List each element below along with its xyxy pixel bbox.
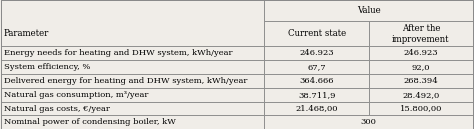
Text: 364.666: 364.666 <box>300 77 334 85</box>
Bar <box>264 102 369 115</box>
Text: 268.394: 268.394 <box>403 77 438 85</box>
Text: 246.923: 246.923 <box>299 49 334 57</box>
Text: Current state: Current state <box>288 29 346 38</box>
Bar <box>369 115 473 129</box>
Bar <box>264 60 369 74</box>
Text: Parameter: Parameter <box>4 29 49 38</box>
Text: Nominal power of condensing boiler, kW: Nominal power of condensing boiler, kW <box>4 118 176 126</box>
Bar <box>264 115 473 129</box>
Bar <box>264 0 473 21</box>
Text: 38.711,9: 38.711,9 <box>298 91 336 99</box>
Bar <box>1 102 264 115</box>
Text: 92,0: 92,0 <box>411 63 430 71</box>
Text: 246.923: 246.923 <box>403 49 438 57</box>
Bar <box>369 21 473 46</box>
Bar <box>369 60 473 74</box>
Bar <box>264 115 369 129</box>
Bar <box>264 74 369 88</box>
Bar <box>1 0 264 46</box>
Text: Natural gas costs, €/year: Natural gas costs, €/year <box>4 104 109 113</box>
Bar <box>264 21 369 46</box>
Bar <box>1 46 264 60</box>
Bar <box>369 46 473 60</box>
Bar <box>369 102 473 115</box>
Text: Energy needs for heating and DHW system, kWh/year: Energy needs for heating and DHW system,… <box>4 49 232 57</box>
Bar <box>1 88 264 102</box>
Text: 21.468,00: 21.468,00 <box>295 104 338 113</box>
Text: 15.800,00: 15.800,00 <box>400 104 442 113</box>
Bar <box>1 60 264 74</box>
Text: 300: 300 <box>361 118 377 126</box>
Text: 67,7: 67,7 <box>307 63 326 71</box>
Bar <box>369 88 473 102</box>
Text: Delivered energy for heating and DHW system, kWh/year: Delivered energy for heating and DHW sys… <box>4 77 247 85</box>
Text: After the
improvement: After the improvement <box>392 24 450 44</box>
Text: System efficiency, %: System efficiency, % <box>4 63 90 71</box>
Bar <box>369 74 473 88</box>
Bar <box>264 88 369 102</box>
Bar <box>264 46 369 60</box>
Text: Natural gas consumption, m³/year: Natural gas consumption, m³/year <box>4 91 148 99</box>
Bar <box>1 115 264 129</box>
Text: 28.492,0: 28.492,0 <box>402 91 439 99</box>
Bar <box>1 74 264 88</box>
Text: Value: Value <box>357 6 381 15</box>
